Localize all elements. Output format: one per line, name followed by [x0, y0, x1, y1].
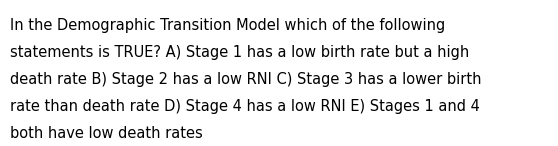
- Text: In the Demographic Transition Model which of the following: In the Demographic Transition Model whic…: [10, 18, 445, 33]
- Text: both have low death rates: both have low death rates: [10, 126, 203, 141]
- Text: death rate B) Stage 2 has a low RNI C) Stage 3 has a lower birth: death rate B) Stage 2 has a low RNI C) S…: [10, 72, 482, 87]
- Text: rate than death rate D) Stage 4 has a low RNI E) Stages 1 and 4: rate than death rate D) Stage 4 has a lo…: [10, 99, 480, 114]
- Text: statements is TRUE? A) Stage 1 has a low birth rate but a high: statements is TRUE? A) Stage 1 has a low…: [10, 45, 469, 60]
